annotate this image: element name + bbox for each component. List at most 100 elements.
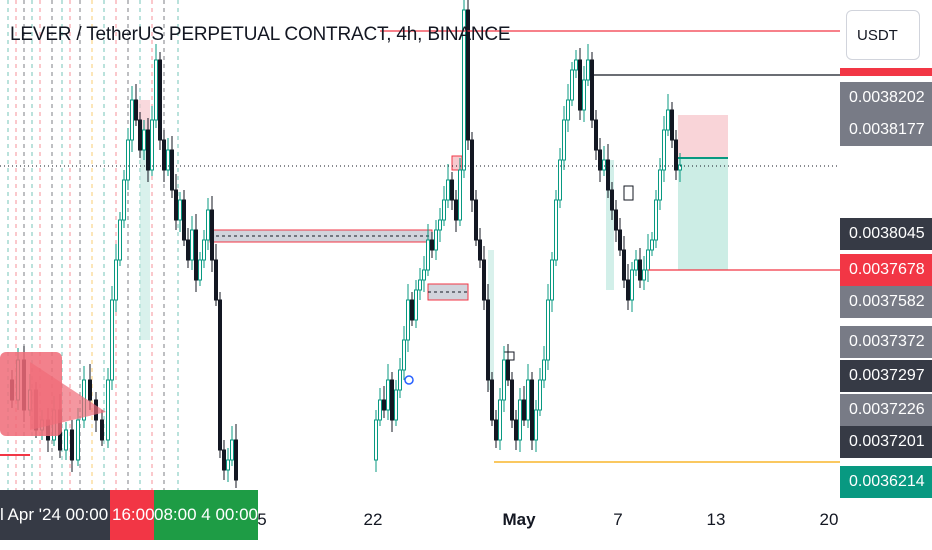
price-label: 0.0038177 [840, 114, 932, 146]
candle-body [110, 299, 114, 381]
candle-body [206, 209, 210, 241]
candle-body [158, 59, 162, 141]
marker-box [503, 351, 515, 361]
position-target-area [678, 158, 728, 270]
indicator-badge[interactable] [0, 352, 62, 436]
candle-body [218, 299, 222, 451]
candle-body [614, 209, 618, 231]
candle-body [530, 379, 534, 441]
candle-body [502, 359, 506, 401]
candle-body [538, 379, 542, 411]
candle-body [398, 369, 402, 391]
price-label: 0.0037297 [840, 360, 932, 392]
x-tick: 13 [706, 510, 726, 529]
candle-body [442, 199, 446, 221]
candle-body [194, 229, 198, 281]
candle-body [210, 209, 214, 261]
candle-body [410, 299, 414, 321]
candle-body [542, 359, 546, 381]
candle-body [64, 429, 68, 451]
candle-body [562, 119, 566, 161]
candle-body [162, 139, 166, 171]
candle-body [518, 399, 522, 441]
candle-body [574, 59, 578, 71]
currency-button[interactable]: USDT [846, 10, 920, 60]
price-label: 0.0037678 [840, 254, 932, 286]
price-label: 0.0037372 [840, 326, 932, 358]
candle-body [88, 379, 92, 401]
candle-body [554, 199, 558, 261]
candle-body [426, 239, 430, 271]
candle-body [438, 219, 442, 231]
candle-body [414, 289, 418, 321]
candle-body [610, 189, 614, 211]
candle-body [646, 249, 650, 271]
candle-body [534, 409, 538, 441]
candle-body [174, 189, 178, 221]
candle-body [662, 129, 666, 171]
candle-body [498, 399, 502, 441]
candle-body [678, 164, 682, 171]
candle-body [386, 379, 390, 411]
candle-body [566, 99, 570, 121]
candle-body [402, 339, 406, 371]
candle-body [486, 299, 490, 381]
time-chip: 08:00 4 00:00 [154, 490, 258, 540]
candle-body [594, 119, 598, 151]
candle-body [630, 269, 634, 301]
x-tick: 20 [819, 510, 839, 529]
candle-body [430, 239, 434, 251]
candle-body [154, 59, 158, 121]
candle-body [510, 379, 514, 421]
candle-body [182, 199, 186, 241]
candle-body [134, 99, 138, 121]
price-label-strip [840, 68, 932, 76]
price-label: 0.0037226 [840, 394, 932, 426]
candle-body [670, 109, 674, 141]
time-chip: l Apr '24 00:00 [0, 490, 110, 540]
candle-body [166, 149, 170, 171]
candle-body [394, 389, 398, 421]
candle-body [474, 199, 478, 241]
candle-body [482, 259, 486, 301]
candle-body [114, 259, 118, 301]
fvg-box [140, 140, 150, 340]
candle-body [626, 279, 630, 301]
candle-body [118, 219, 122, 261]
candle-body [234, 439, 238, 481]
candle-body [222, 449, 226, 471]
candle-body [178, 199, 182, 221]
candle-body [586, 59, 590, 81]
fvg-box [488, 250, 494, 390]
marker-box [623, 185, 634, 201]
candle-body [226, 459, 230, 471]
candle-body [570, 69, 574, 101]
candle-body [406, 299, 410, 341]
x-tick: 7 [613, 510, 623, 529]
candle-body [454, 199, 458, 221]
candles-group [10, 0, 682, 488]
candle-body [642, 269, 646, 281]
price-label: 0.0038045 [840, 218, 932, 250]
candle-body [634, 259, 638, 271]
candle-body [170, 149, 174, 191]
candle-body [470, 139, 474, 201]
candle-body [526, 379, 530, 421]
candle-body [590, 59, 594, 121]
candle-body [466, 9, 470, 141]
candle-body [146, 129, 150, 171]
candle-body [122, 179, 126, 221]
x-tick: 5 [257, 510, 267, 529]
candle-body [550, 259, 554, 301]
candle-body [546, 299, 550, 361]
price-label: 0.0037201 [840, 426, 932, 458]
candle-body [666, 109, 670, 131]
candle-body [458, 169, 462, 221]
x-tick: 22 [363, 510, 383, 529]
fvg-box [606, 160, 614, 290]
candle-body [70, 429, 74, 461]
candle-body [462, 9, 466, 171]
candle-body [622, 249, 626, 281]
candle-body [514, 419, 518, 441]
